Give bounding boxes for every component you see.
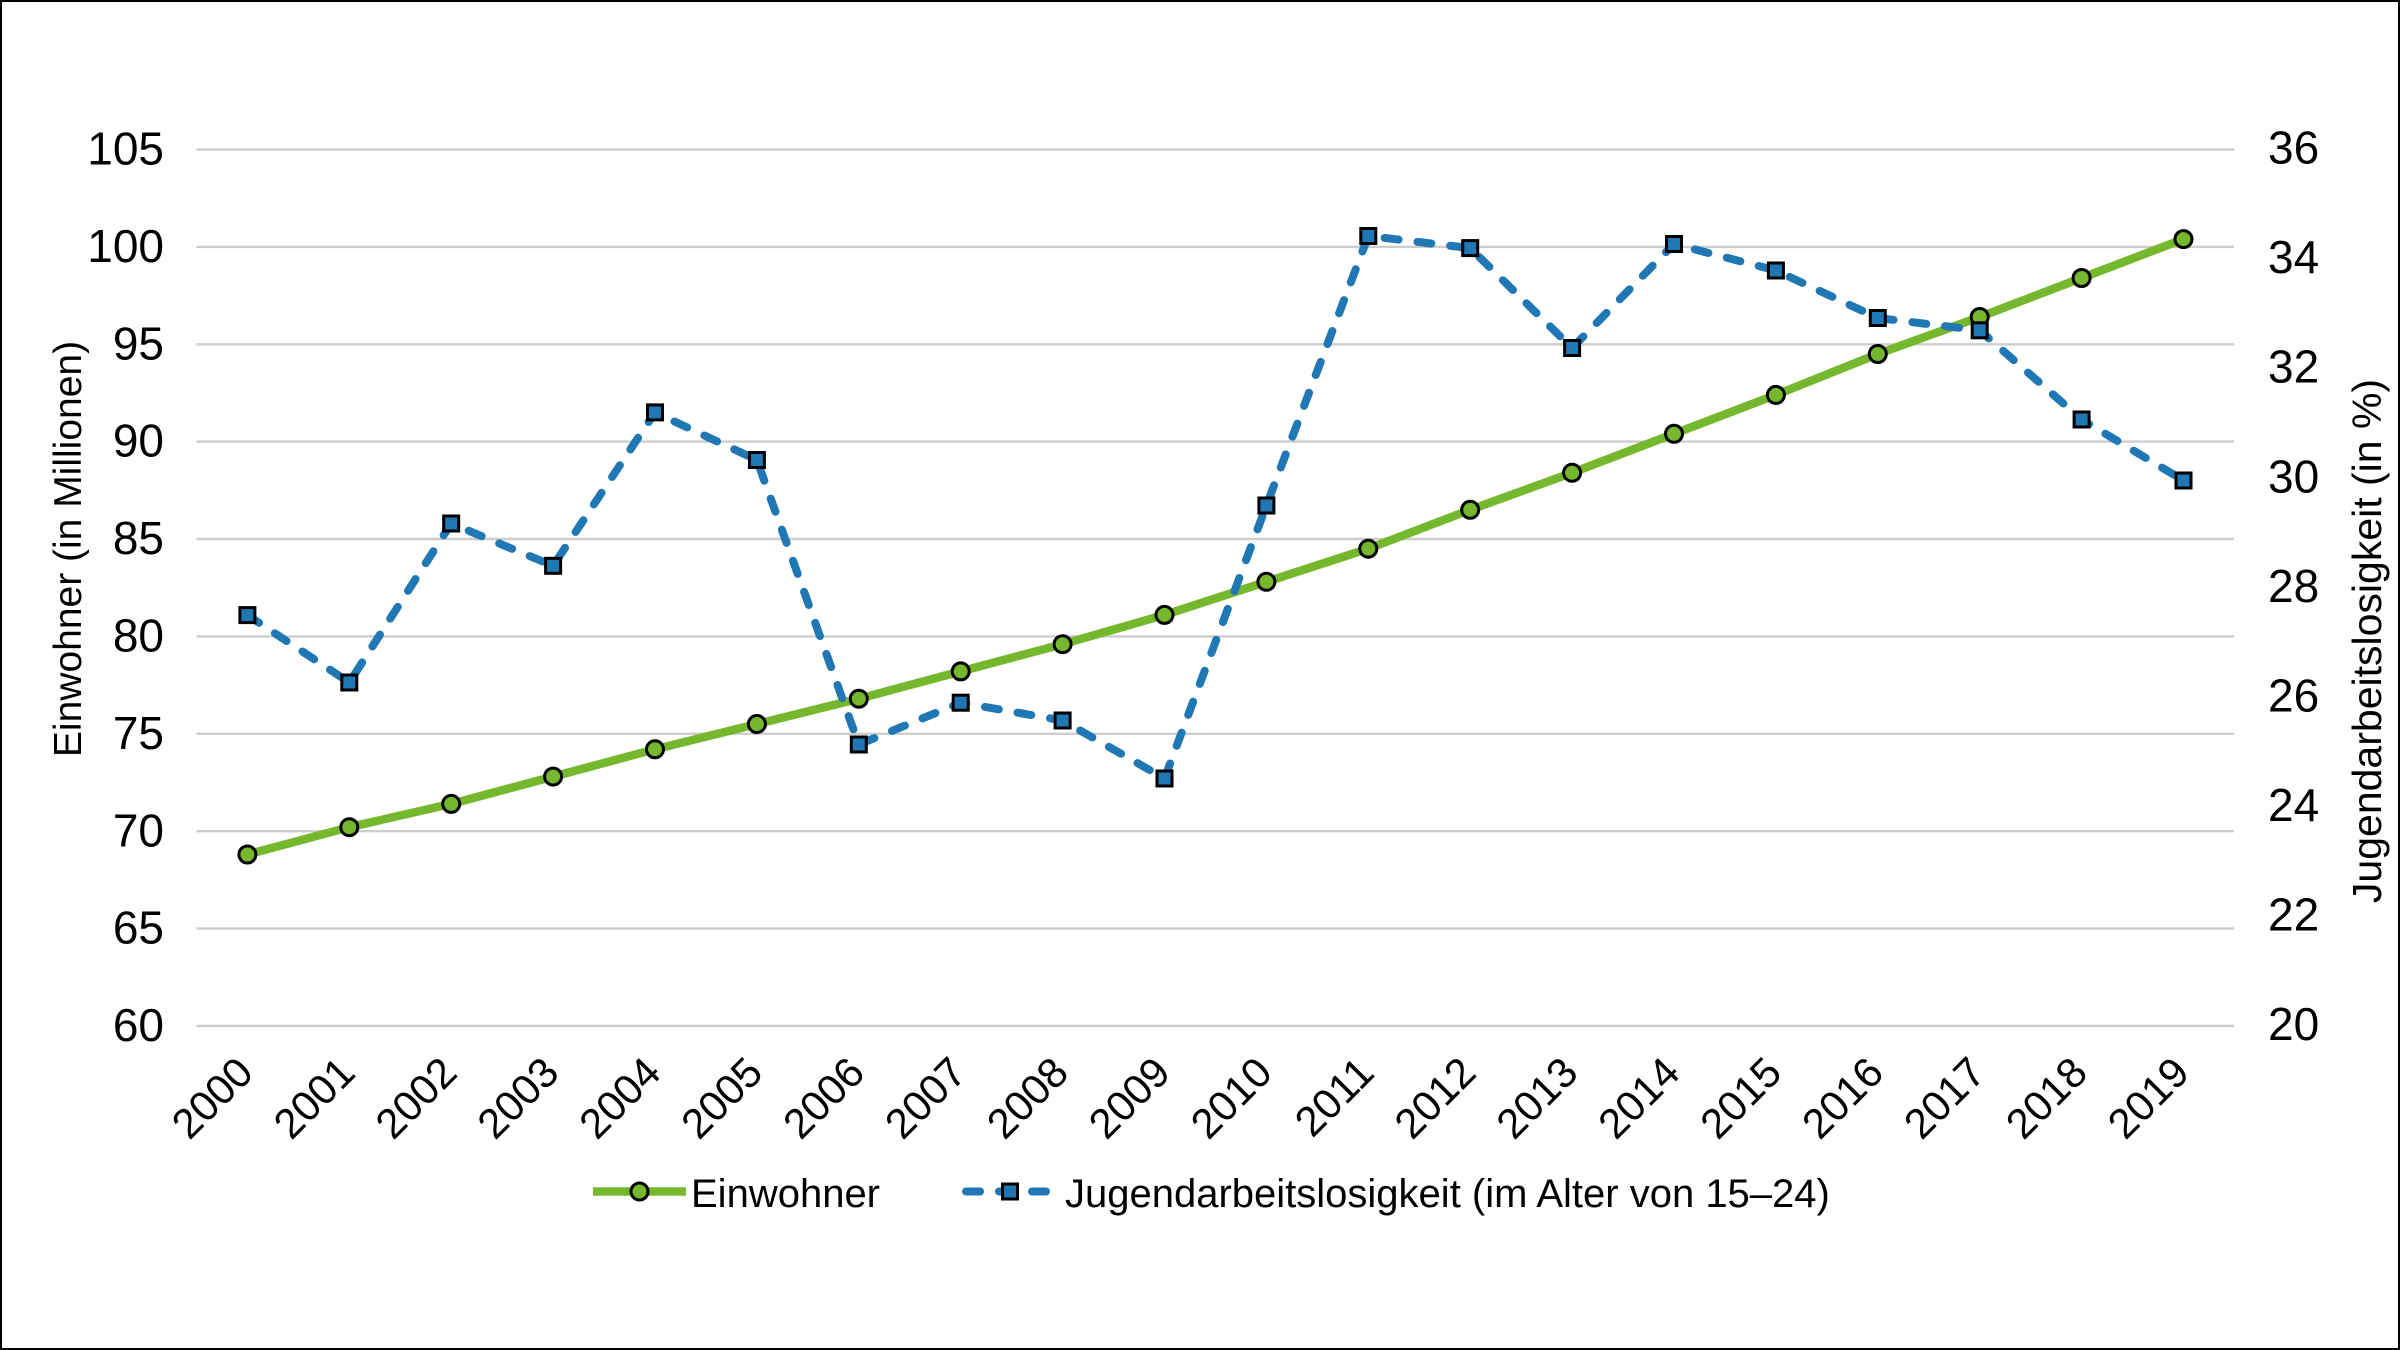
svg-text:34: 34 — [2268, 231, 2319, 283]
svg-text:26: 26 — [2268, 669, 2319, 721]
svg-text:100: 100 — [87, 220, 164, 272]
svg-text:80: 80 — [113, 610, 164, 662]
svg-text:70: 70 — [113, 804, 164, 856]
svg-text:22: 22 — [2268, 889, 2319, 941]
svg-text:Jugendarbeitslosigkeit (in %): Jugendarbeitslosigkeit (in %) — [2344, 379, 2390, 903]
svg-text:24: 24 — [2268, 779, 2319, 831]
svg-text:20: 20 — [2268, 998, 2319, 1050]
svg-text:Einwohner (in Millionen): Einwohner (in Millionen) — [47, 341, 90, 757]
svg-text:28: 28 — [2268, 560, 2319, 612]
svg-text:Einwohner: Einwohner — [691, 1172, 880, 1216]
svg-text:95: 95 — [113, 317, 164, 369]
svg-text:32: 32 — [2268, 341, 2319, 393]
svg-text:75: 75 — [113, 707, 164, 759]
svg-text:65: 65 — [113, 902, 164, 954]
svg-text:60: 60 — [113, 999, 164, 1051]
svg-text:105: 105 — [87, 123, 164, 175]
svg-text:85: 85 — [113, 512, 164, 564]
svg-text:36: 36 — [2268, 122, 2319, 174]
svg-text:30: 30 — [2268, 450, 2319, 502]
svg-text:Jugendarbeitslosigkeit (im Alt: Jugendarbeitslosigkeit (im Alter von 15–… — [1065, 1172, 1830, 1216]
svg-text:90: 90 — [113, 415, 164, 467]
